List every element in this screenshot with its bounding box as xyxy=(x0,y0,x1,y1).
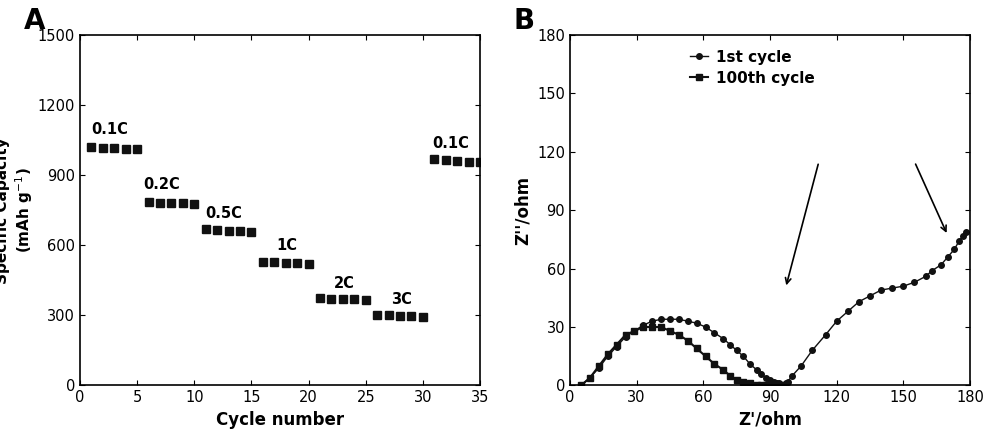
100th cycle xyxy=(664,328,676,334)
100th cycle xyxy=(700,353,712,359)
100th cycle xyxy=(737,379,749,384)
Y-axis label: Specific Capacity
(mAh g$^{-1}$): Specific Capacity (mAh g$^{-1}$) xyxy=(0,137,35,283)
Text: 0.1C: 0.1C xyxy=(432,136,469,152)
Text: 0.5C: 0.5C xyxy=(206,206,243,221)
100th cycle xyxy=(764,383,776,388)
100th cycle xyxy=(593,364,605,369)
Line: 100th cycle: 100th cycle xyxy=(578,324,784,388)
Text: A: A xyxy=(24,7,45,35)
100th cycle xyxy=(724,373,736,378)
100th cycle xyxy=(575,383,587,388)
100th cycle xyxy=(691,346,703,351)
1st cycle xyxy=(575,383,587,388)
X-axis label: Z'/ohm: Z'/ohm xyxy=(738,411,802,429)
1st cycle xyxy=(942,254,954,260)
Text: 3C: 3C xyxy=(391,292,412,307)
Text: 2C: 2C xyxy=(334,276,355,291)
1st cycle xyxy=(795,364,807,369)
100th cycle xyxy=(611,342,623,347)
Y-axis label: Z''/ohm: Z''/ohm xyxy=(514,176,532,245)
100th cycle xyxy=(775,383,787,388)
100th cycle xyxy=(646,325,658,330)
1st cycle xyxy=(764,377,776,382)
100th cycle xyxy=(602,352,614,357)
100th cycle xyxy=(751,383,763,388)
100th cycle xyxy=(682,338,694,343)
X-axis label: Cycle number: Cycle number xyxy=(216,411,344,429)
100th cycle xyxy=(717,367,729,372)
100th cycle xyxy=(755,383,767,388)
100th cycle xyxy=(760,383,772,388)
Text: 1C: 1C xyxy=(277,238,298,254)
1st cycle xyxy=(782,379,794,384)
Legend: 1st cycle, 100th cycle: 1st cycle, 100th cycle xyxy=(690,49,814,86)
100th cycle xyxy=(768,383,780,388)
100th cycle xyxy=(655,325,667,330)
100th cycle xyxy=(744,381,756,386)
1st cycle xyxy=(611,344,623,349)
100th cycle xyxy=(628,328,640,334)
100th cycle xyxy=(584,375,596,380)
100th cycle xyxy=(673,332,685,337)
100th cycle xyxy=(637,325,649,330)
1st cycle xyxy=(731,348,743,353)
100th cycle xyxy=(773,383,785,388)
Text: 0.1C: 0.1C xyxy=(91,122,128,138)
Line: 1st cycle: 1st cycle xyxy=(578,229,968,388)
100th cycle xyxy=(731,377,743,382)
Text: 0.2C: 0.2C xyxy=(143,177,180,192)
100th cycle xyxy=(620,332,632,337)
100th cycle xyxy=(771,383,783,388)
100th cycle xyxy=(708,361,720,367)
Text: B: B xyxy=(514,7,535,35)
1st cycle xyxy=(960,229,972,234)
